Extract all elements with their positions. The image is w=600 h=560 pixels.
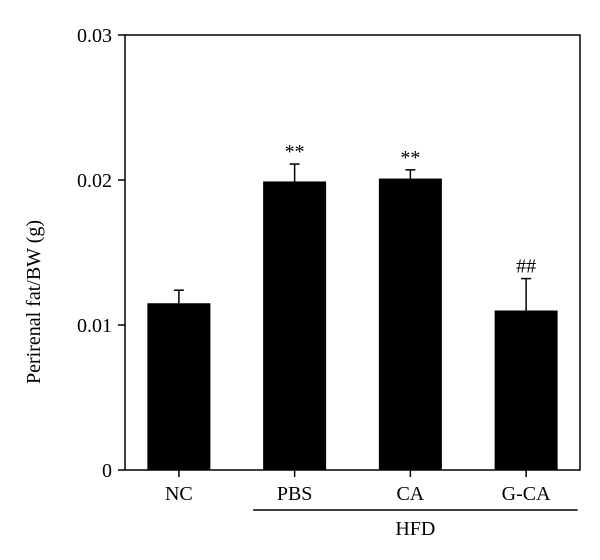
significance-label: ** xyxy=(285,141,305,163)
y-tick-label: 0.01 xyxy=(77,315,112,337)
x-tick-label: CA xyxy=(396,483,424,505)
y-axis-label: Perirenal fat/BW (g) xyxy=(23,220,45,384)
significance-label: ** xyxy=(400,147,420,169)
chart-labels: 0 0.01 0.02 0.03 NC PBS ** CA ** G-CA ## HFD xyxy=(77,25,551,540)
x-tick-label: NC xyxy=(165,483,193,505)
chart-bars xyxy=(147,163,558,471)
y-tick-label: 0.02 xyxy=(77,170,112,192)
x-tick-label: G-CA xyxy=(502,483,551,505)
bar-g-ca xyxy=(494,310,558,470)
significance-label: ## xyxy=(516,256,536,278)
y-tick-label: 0.03 xyxy=(77,25,112,47)
x-tick-label: PBS xyxy=(277,483,313,505)
y-tick-label: 0 xyxy=(102,460,112,482)
plot-frame xyxy=(124,34,581,471)
bar-ca xyxy=(378,178,442,471)
bar-pbs xyxy=(263,181,327,470)
group-label: HFD xyxy=(395,518,435,540)
chart-axes xyxy=(118,34,581,511)
bar-nc xyxy=(147,303,211,470)
